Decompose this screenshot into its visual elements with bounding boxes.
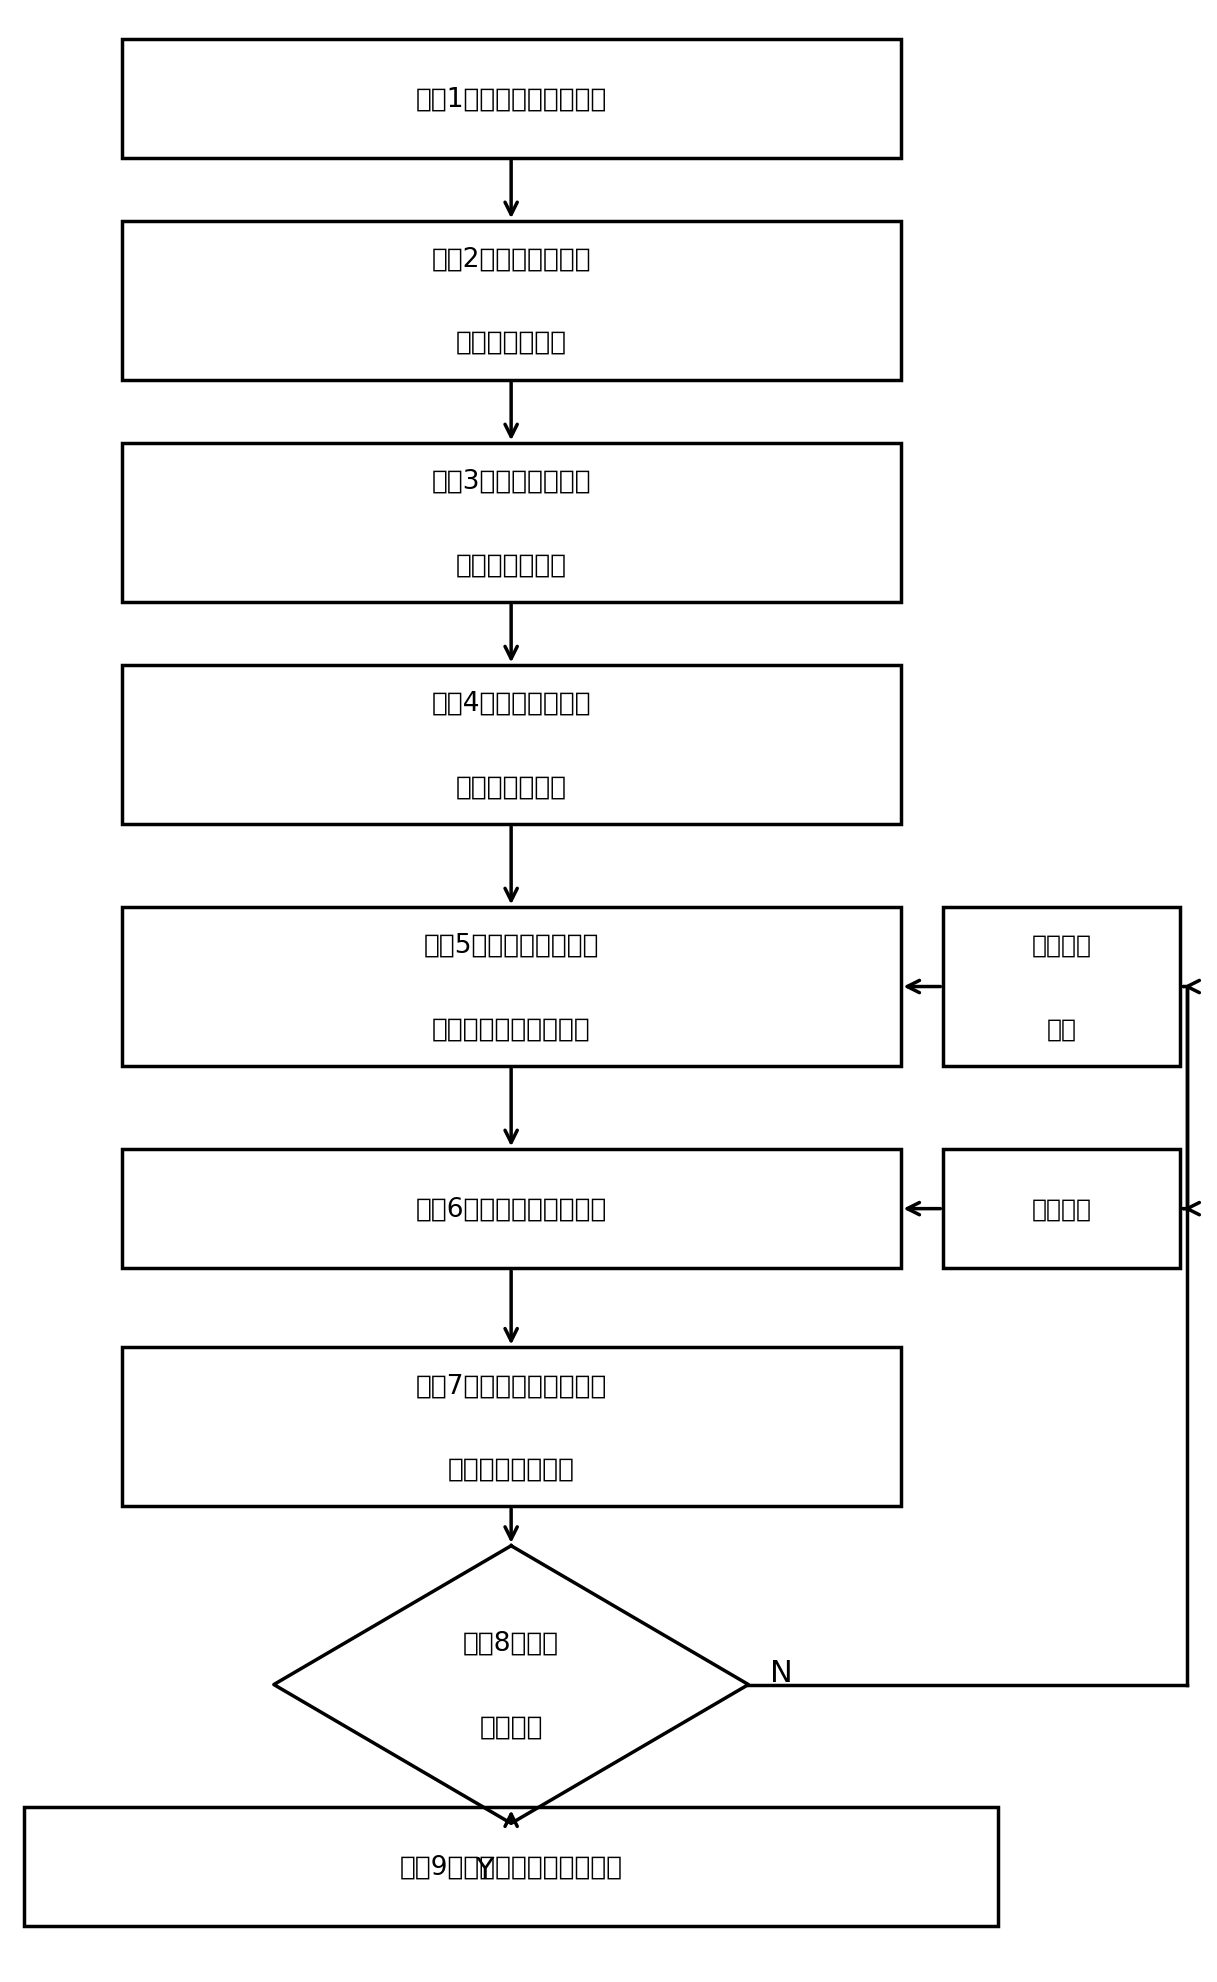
Text: 磁场漏感: 磁场漏感 bbox=[1032, 934, 1092, 957]
Text: 磁线圈参数及其磁动势: 磁线圈参数及其磁动势 bbox=[432, 1015, 590, 1043]
Text: 步骤8：三维: 步骤8：三维 bbox=[464, 1629, 559, 1657]
Text: 步骤4：设置电机端部: 步骤4：设置电机端部 bbox=[431, 690, 591, 717]
Text: 步骤1：设置电机基础参数: 步骤1：设置电机基础参数 bbox=[415, 85, 607, 113]
FancyBboxPatch shape bbox=[122, 222, 901, 381]
FancyBboxPatch shape bbox=[122, 666, 901, 825]
Text: 步骤7：计算负载条件下的: 步骤7：计算负载条件下的 bbox=[415, 1372, 607, 1399]
Text: 形状和电阻参数: 形状和电阻参数 bbox=[455, 773, 567, 801]
Polygon shape bbox=[274, 1546, 748, 1823]
Text: 系数: 系数 bbox=[1047, 1017, 1077, 1041]
Text: N: N bbox=[770, 1659, 793, 1687]
Text: 步骤5：设置高温超导励: 步骤5：设置高温超导励 bbox=[424, 932, 599, 959]
Text: 步骤6：设置励磁绕组参数: 步骤6：设置励磁绕组参数 bbox=[415, 1195, 607, 1223]
FancyBboxPatch shape bbox=[122, 40, 901, 159]
FancyBboxPatch shape bbox=[122, 1150, 901, 1268]
Text: 电枢漏磁和反磁势: 电枢漏磁和反磁势 bbox=[448, 1455, 574, 1483]
Text: 参数和单极磁通: 参数和单极磁通 bbox=[455, 329, 567, 357]
FancyBboxPatch shape bbox=[122, 444, 901, 603]
Text: 步骤2：设置电枢绕组: 步骤2：设置电枢绕组 bbox=[431, 246, 591, 274]
Text: 步骤3：设置磁通密度: 步骤3：设置磁通密度 bbox=[431, 468, 591, 496]
FancyBboxPatch shape bbox=[943, 1150, 1180, 1268]
FancyBboxPatch shape bbox=[943, 908, 1180, 1066]
Text: 步骤9：重量、损耗、效率分析: 步骤9：重量、损耗、效率分析 bbox=[399, 1853, 623, 1881]
Text: 磁场分析: 磁场分析 bbox=[479, 1712, 543, 1740]
FancyBboxPatch shape bbox=[122, 908, 901, 1066]
Text: 运行电流: 运行电流 bbox=[1032, 1197, 1092, 1221]
FancyBboxPatch shape bbox=[24, 1808, 998, 1927]
Text: Y: Y bbox=[475, 1855, 494, 1885]
Text: 和定子铁心参数: 和定子铁心参数 bbox=[455, 551, 567, 579]
FancyBboxPatch shape bbox=[122, 1348, 901, 1506]
